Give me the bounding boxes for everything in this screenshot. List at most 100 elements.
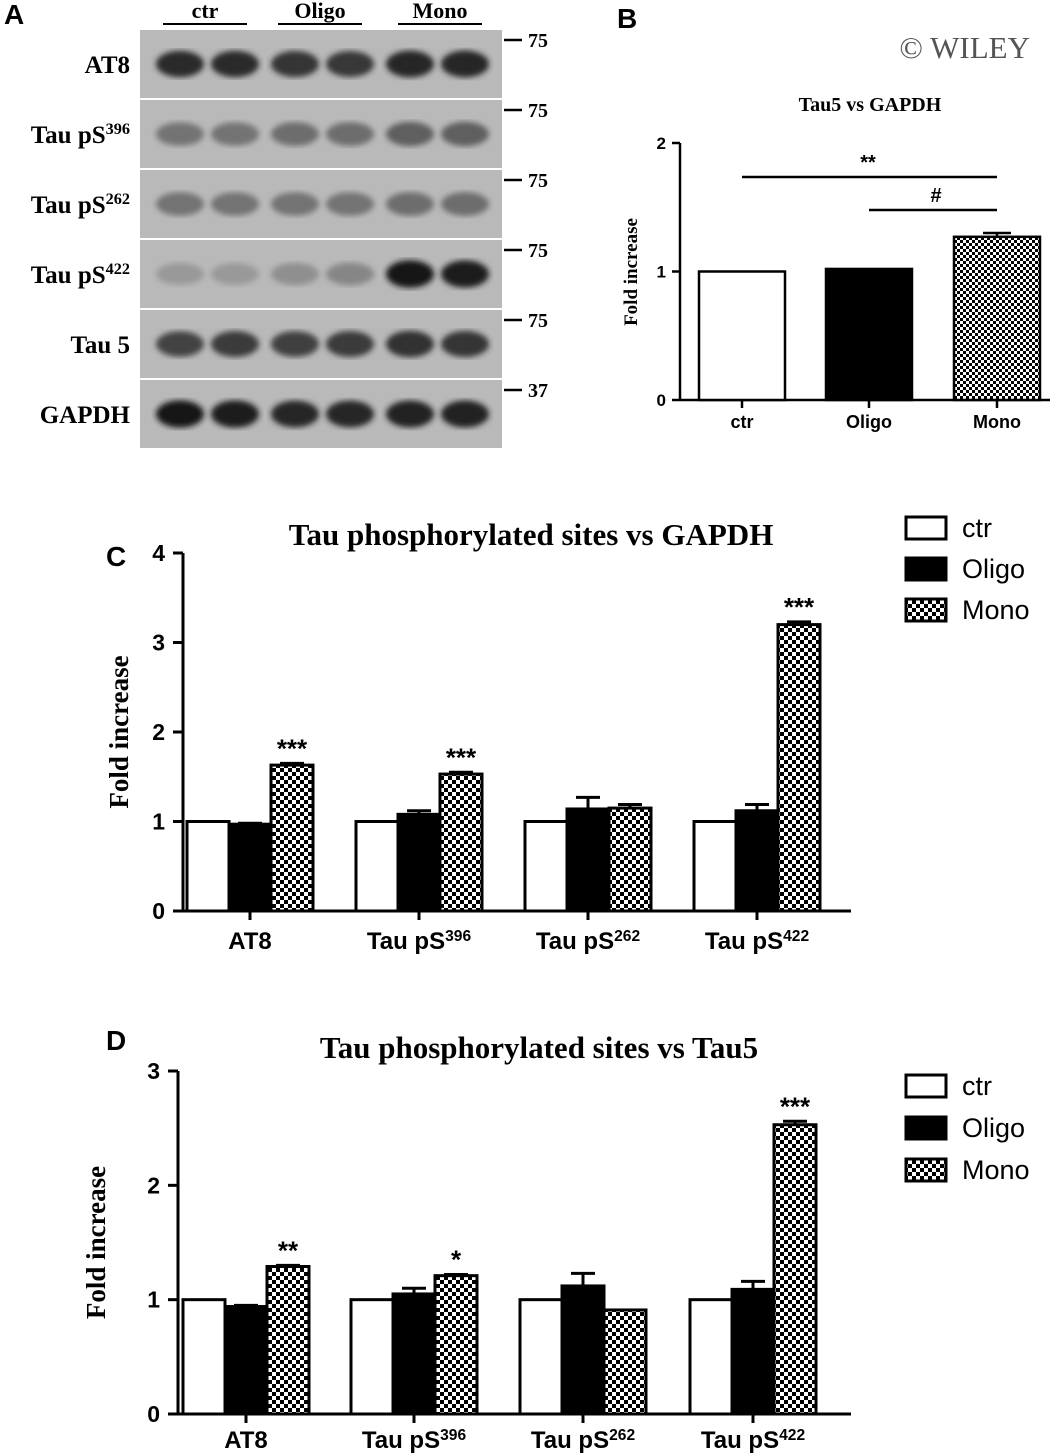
blot-row-label-text: Tau 5 bbox=[70, 332, 130, 359]
x-tick-label-text: AT8 bbox=[228, 928, 272, 955]
significance-label: *** bbox=[277, 733, 308, 763]
legend-label: ctr bbox=[962, 513, 992, 543]
y-tick-label: 2 bbox=[152, 719, 165, 745]
x-tick-label: Tau pS396 bbox=[367, 928, 472, 956]
molecular-weight-marker: 37 bbox=[528, 380, 548, 402]
bar-oligo bbox=[565, 807, 611, 913]
bar-oligo bbox=[730, 1287, 776, 1416]
y-axis-label: Fold increase bbox=[621, 218, 642, 326]
blot-row-label-text: Tau pS bbox=[31, 122, 106, 149]
panel-letter-a: A bbox=[4, 0, 24, 30]
y-tick-label: 3 bbox=[152, 630, 165, 656]
blot-band bbox=[326, 192, 374, 216]
significance-label: *** bbox=[446, 742, 477, 772]
x-tick-label-superscript: 396 bbox=[440, 1427, 466, 1444]
blot-band bbox=[271, 400, 319, 428]
bar-mono bbox=[952, 235, 1042, 402]
blot-group-label: ctr bbox=[192, 0, 219, 23]
y-axis-label: Fold increase bbox=[81, 1166, 111, 1319]
x-tick-label-text: Tau pS bbox=[531, 1427, 609, 1454]
molecular-weight-marker: 75 bbox=[528, 240, 548, 262]
bar-mono bbox=[776, 623, 822, 913]
legend-label: Oligo bbox=[962, 554, 1025, 584]
blot-band bbox=[156, 331, 204, 357]
bar-ctr bbox=[185, 820, 231, 913]
blot-band bbox=[156, 192, 204, 216]
blot-band bbox=[326, 50, 374, 78]
significance-label: # bbox=[930, 185, 941, 207]
blot-band bbox=[211, 50, 259, 78]
x-tick-label-superscript: 422 bbox=[783, 928, 809, 945]
y-tick-label: 1 bbox=[657, 263, 666, 282]
x-tick-label: Mono bbox=[973, 412, 1021, 432]
x-tick-label-text: Tau pS bbox=[362, 1427, 440, 1454]
wiley-watermark: © WILEY bbox=[899, 30, 1030, 65]
significance-label: ** bbox=[278, 1235, 299, 1265]
x-tick-label-superscript: 422 bbox=[779, 1427, 805, 1444]
blot-row-label: GAPDH bbox=[40, 402, 131, 429]
blot-band bbox=[386, 192, 434, 216]
blot-band bbox=[156, 263, 204, 285]
blot-row-label: Tau 5 bbox=[70, 332, 130, 359]
chart-title: Tau phosphorylated sites vs Tau5 bbox=[320, 1030, 758, 1065]
x-tick-label: Tau pS422 bbox=[705, 928, 810, 956]
x-tick-label-superscript: 396 bbox=[445, 928, 471, 945]
blot-band bbox=[386, 400, 434, 428]
blot-band bbox=[271, 50, 319, 78]
y-tick-label: 1 bbox=[152, 809, 165, 835]
blot-group-label: Oligo bbox=[294, 0, 345, 23]
blot-row-label-text: Tau pS bbox=[31, 192, 106, 219]
blot-band bbox=[271, 262, 319, 286]
blot-band bbox=[441, 121, 489, 147]
blot-band bbox=[156, 400, 204, 428]
blot-row-label: Tau pS422 bbox=[31, 260, 130, 289]
significance-label: * bbox=[451, 1245, 462, 1275]
significance-label: *** bbox=[784, 592, 815, 622]
significance-label: *** bbox=[780, 1091, 811, 1121]
bar-mono bbox=[602, 1308, 648, 1416]
bar-ctr bbox=[523, 820, 569, 913]
molecular-weight-marker: 75 bbox=[528, 310, 548, 332]
x-tick-label-superscript: 262 bbox=[614, 928, 640, 945]
blot-band bbox=[156, 50, 204, 78]
blot-row-label-text: Tau pS bbox=[31, 262, 106, 289]
x-tick-label-text: Tau pS bbox=[367, 928, 445, 955]
x-tick-label: Oligo bbox=[846, 412, 892, 432]
bar-ctr bbox=[181, 1298, 227, 1416]
bar-oligo bbox=[824, 267, 914, 402]
x-tick-label-text: Tau pS bbox=[536, 928, 614, 955]
bar-oligo bbox=[223, 1305, 269, 1416]
x-tick-label: Tau pS422 bbox=[701, 1427, 806, 1455]
legend-swatch bbox=[904, 1115, 948, 1141]
y-tick-label: 1 bbox=[147, 1287, 160, 1313]
blot-band bbox=[211, 331, 259, 357]
bar-oligo bbox=[396, 812, 442, 913]
x-tick-label: Tau pS262 bbox=[536, 928, 641, 956]
blot-row-label: Tau pS396 bbox=[31, 120, 130, 149]
x-tick-label: AT8 bbox=[228, 928, 272, 955]
blot-band bbox=[386, 260, 434, 288]
y-axis-label: Fold increase bbox=[104, 655, 134, 808]
blot-row-label-text: GAPDH bbox=[40, 402, 131, 429]
blot-band bbox=[271, 122, 319, 146]
bar-ctr bbox=[688, 1298, 734, 1416]
chart-d-phospho-vs-tau5: Tau phosphorylated sites vs Tau5 Fold inc… bbox=[81, 1030, 1030, 1454]
bar-mono bbox=[772, 1123, 818, 1416]
y-tick-label: 2 bbox=[147, 1172, 160, 1198]
panel-letter-c: C bbox=[106, 541, 126, 572]
blot-band bbox=[211, 400, 259, 428]
chart-title: Tau5 vs GAPDH bbox=[799, 94, 942, 116]
chart-title: Tau phosphorylated sites vs GAPDH bbox=[289, 517, 774, 552]
x-tick-label: Tau pS396 bbox=[362, 1427, 467, 1455]
blot-band bbox=[441, 400, 489, 428]
blot-band bbox=[386, 50, 434, 78]
bar-mono bbox=[433, 1274, 479, 1416]
blot-band bbox=[211, 122, 259, 146]
blot-band bbox=[441, 260, 489, 288]
bar-mono bbox=[265, 1265, 311, 1416]
blot-band bbox=[271, 331, 319, 357]
blot-group-label: Mono bbox=[413, 0, 468, 23]
legend-label: Mono bbox=[962, 595, 1030, 625]
y-tick-label: 3 bbox=[147, 1058, 160, 1084]
